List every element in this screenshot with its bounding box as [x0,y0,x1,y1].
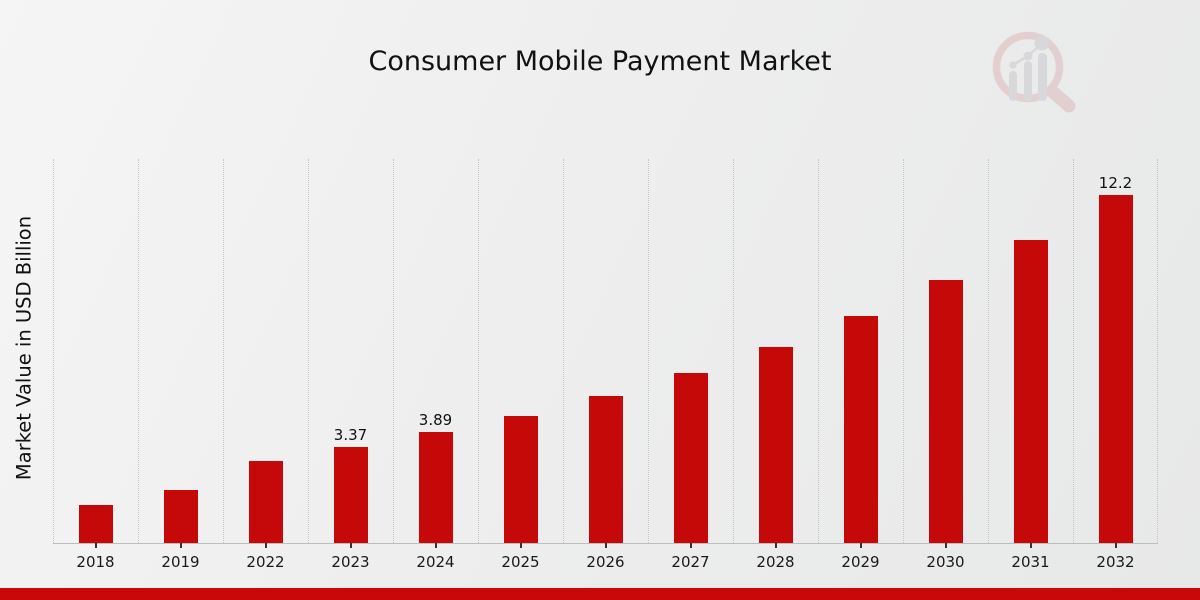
bar-2025 [503,415,538,543]
bar-2024 [418,431,453,543]
x-axis-tick [944,543,947,548]
bar-2027 [673,373,708,543]
bar-2022 [248,461,283,543]
bar-value-label: 3.37 [333,425,368,444]
footer-red-strip [0,588,1200,600]
plot-area: 3.37 3.89 12.2 [53,159,1158,543]
x-axis-tick-label-2028: 2028 [756,553,795,571]
gridline [308,159,309,543]
magnifier-icon [992,31,1076,113]
gridline [818,159,819,543]
bar-2031 [1013,240,1048,543]
x-axis-tick [1029,543,1032,548]
bar-2028 [758,347,793,543]
x-axis-tick [94,543,97,548]
x-axis-tick [689,543,692,548]
x-axis-tick [434,543,437,548]
gridline [138,159,139,543]
gridline [393,159,394,543]
bar-value-label: 3.89 [418,410,453,429]
x-axis-tick [859,543,862,548]
chart-title: Consumer Mobile Payment Market [368,46,832,77]
bar-2032 [1098,194,1133,543]
x-axis-tick-label-2027: 2027 [671,553,710,571]
bar-2026 [588,395,623,543]
x-axis-tick-label-2029: 2029 [841,553,880,571]
gridline [563,159,564,543]
bar-2023 [333,446,368,543]
x-axis-tick-label-2030: 2030 [926,553,965,571]
x-axis-tick-label-2026: 2026 [586,553,625,571]
x-axis-tick-label-2032: 2032 [1096,553,1135,571]
x-axis-tick-label-2031: 2031 [1011,553,1050,571]
gridline [988,159,989,543]
gridline [478,159,479,543]
x-axis-tick [264,543,267,548]
bar-2030 [928,280,963,543]
bar-value-label: 12.2 [1098,173,1133,192]
growth-bars-icon [1009,35,1050,101]
x-axis-tick [349,543,352,548]
gridline [223,159,224,543]
gridline [1157,159,1158,543]
bar-2018 [78,505,113,543]
x-axis-tick [179,543,182,548]
x-axis-tick-label-2019: 2019 [161,553,200,571]
bar-2029 [843,316,878,543]
gridline [648,159,649,543]
gridline [733,159,734,543]
x-axis-tick-label-2022: 2022 [246,553,285,571]
gridline [903,159,904,543]
x-axis-tick [1114,543,1117,548]
x-axis-tick-label-2024: 2024 [416,553,455,571]
brand-logo-watermark [992,31,1076,113]
bar-2019 [163,490,198,543]
x-axis-tick-label-2023: 2023 [331,553,370,571]
gridline [53,159,54,543]
x-axis-tick [519,543,522,548]
y-axis-label: Market Value in USD Billion [12,215,36,481]
x-axis-tick-label-2018: 2018 [76,553,115,571]
x-axis-tick [604,543,607,548]
gridline [1073,159,1074,543]
x-axis-tick [774,543,777,548]
x-axis-tick-label-2025: 2025 [501,553,540,571]
